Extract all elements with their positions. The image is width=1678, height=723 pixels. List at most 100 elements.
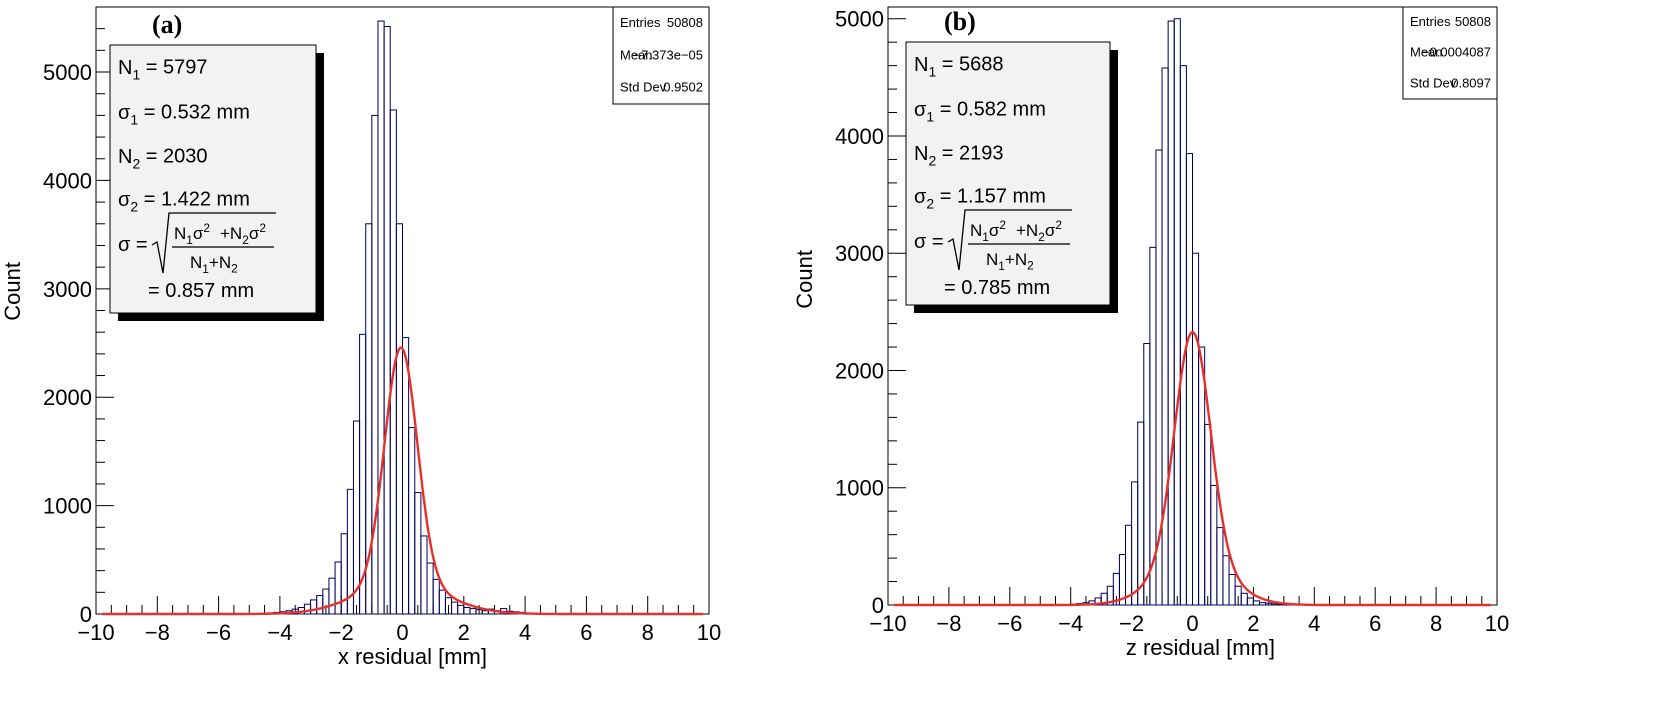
text-part: N <box>914 143 928 165</box>
stats-value: 50808 <box>1455 14 1491 29</box>
y-tick-label: 4000 <box>43 168 92 193</box>
stats-value: 0.9502 <box>663 80 703 95</box>
histogram-bar <box>317 596 323 614</box>
histogram-bar <box>1193 253 1199 605</box>
histogram-bar <box>458 605 464 614</box>
x-tick-label: 8 <box>642 620 654 645</box>
text-part: 2 <box>203 221 210 235</box>
text-part: 2030 <box>163 146 208 168</box>
text-part: 0.532 mm <box>161 102 250 124</box>
histogram-bar <box>403 338 409 614</box>
stats-value: −7.373e−05 <box>634 47 703 62</box>
text-part: 1.422 mm <box>161 189 250 211</box>
histogram-bar <box>311 600 317 614</box>
fit-sigma-total: = 0.857 mm <box>148 280 254 302</box>
y-tick-label: 5000 <box>835 7 884 32</box>
histogram-bar <box>433 579 439 614</box>
x-tick-label: 2 <box>1247 611 1259 636</box>
histogram-bar <box>1241 593 1247 605</box>
x-axis-title: x residual [mm] <box>338 644 487 669</box>
histogram-bar <box>1174 19 1180 605</box>
text-part: σ <box>1045 221 1056 240</box>
x-tick-label: −10 <box>77 620 114 645</box>
histogram-bar <box>1132 482 1138 605</box>
text-part: = <box>934 186 957 208</box>
x-tick-label: 10 <box>1485 611 1509 636</box>
x-tick-label: −6 <box>206 620 231 645</box>
text-part: = <box>934 99 957 121</box>
text-part: 2 <box>928 153 936 169</box>
histogram-bar <box>1272 604 1278 605</box>
sigma-symbol: σ = <box>118 234 148 256</box>
histogram-bar <box>415 493 421 614</box>
text-part: σ <box>118 102 131 124</box>
text-part: σ <box>914 186 927 208</box>
x-tick-label: −4 <box>267 620 292 645</box>
histogram-bar <box>470 609 476 614</box>
x-tick-label: −8 <box>145 620 170 645</box>
histogram-bar <box>1205 424 1211 605</box>
text-part: σ <box>249 224 260 243</box>
histogram-bar <box>1144 344 1150 605</box>
histogram-bar <box>1186 154 1192 605</box>
text-part: = <box>140 57 163 79</box>
y-axis-title: Count <box>792 250 817 309</box>
text-part: σ <box>914 99 927 121</box>
text-part: σ <box>118 189 131 211</box>
text-part: 2193 <box>959 143 1004 165</box>
text-part: = <box>944 277 961 299</box>
text-part: +N <box>1005 250 1027 269</box>
text-part: 1 <box>928 64 936 80</box>
stats-value: 0.8097 <box>1451 75 1491 90</box>
histogram-bar <box>1168 21 1174 605</box>
histogram-bar <box>421 536 427 614</box>
histogram-bar <box>1199 347 1205 605</box>
y-tick-label: 2000 <box>835 358 884 383</box>
text-part: N <box>970 221 982 240</box>
stats-value: −0.0004087 <box>1422 45 1491 60</box>
stats-label: Entries <box>1410 14 1451 29</box>
text-part: = <box>138 189 161 211</box>
histogram-bar <box>452 602 458 614</box>
stats-label: Std Dev <box>1410 75 1457 90</box>
x-tick-label: 0 <box>396 620 408 645</box>
histogram-bar <box>384 27 390 614</box>
sigma-symbol: σ = <box>914 231 944 253</box>
histogram-bar <box>439 590 445 614</box>
histogram-bar <box>1180 66 1186 605</box>
y-tick-label: 3000 <box>43 277 92 302</box>
text-part: 0.582 mm <box>957 99 1046 121</box>
stats-value: 50808 <box>667 15 703 30</box>
text-part: = <box>936 54 959 76</box>
y-tick-label: 1000 <box>835 476 884 501</box>
histogram-bar <box>329 578 335 614</box>
histogram-bar <box>427 563 433 614</box>
text-part: σ <box>989 221 1000 240</box>
histogram-bar <box>1247 598 1253 605</box>
text-part: 2 <box>259 221 266 235</box>
text-part: 1 <box>926 109 934 125</box>
histogram-bar <box>1259 603 1265 605</box>
text-part: N <box>118 57 132 79</box>
panel-label: (a) <box>152 10 182 39</box>
text-part: 5688 <box>959 54 1004 76</box>
text-part: 0.857 mm <box>165 280 254 302</box>
text-part: 2 <box>999 218 1006 232</box>
y-tick-label: 4000 <box>835 124 884 149</box>
text-part: 2 <box>1027 259 1034 273</box>
x-tick-label: 10 <box>697 620 721 645</box>
text-part: +N <box>209 253 231 272</box>
x-tick-label: −2 <box>329 620 354 645</box>
histogram-bar <box>378 21 384 614</box>
text-part: 1.157 mm <box>957 186 1046 208</box>
histogram-bar <box>1229 575 1235 605</box>
x-tick-label: −2 <box>1119 611 1144 636</box>
text-part: N <box>174 224 186 243</box>
y-tick-label: 1000 <box>43 494 92 519</box>
